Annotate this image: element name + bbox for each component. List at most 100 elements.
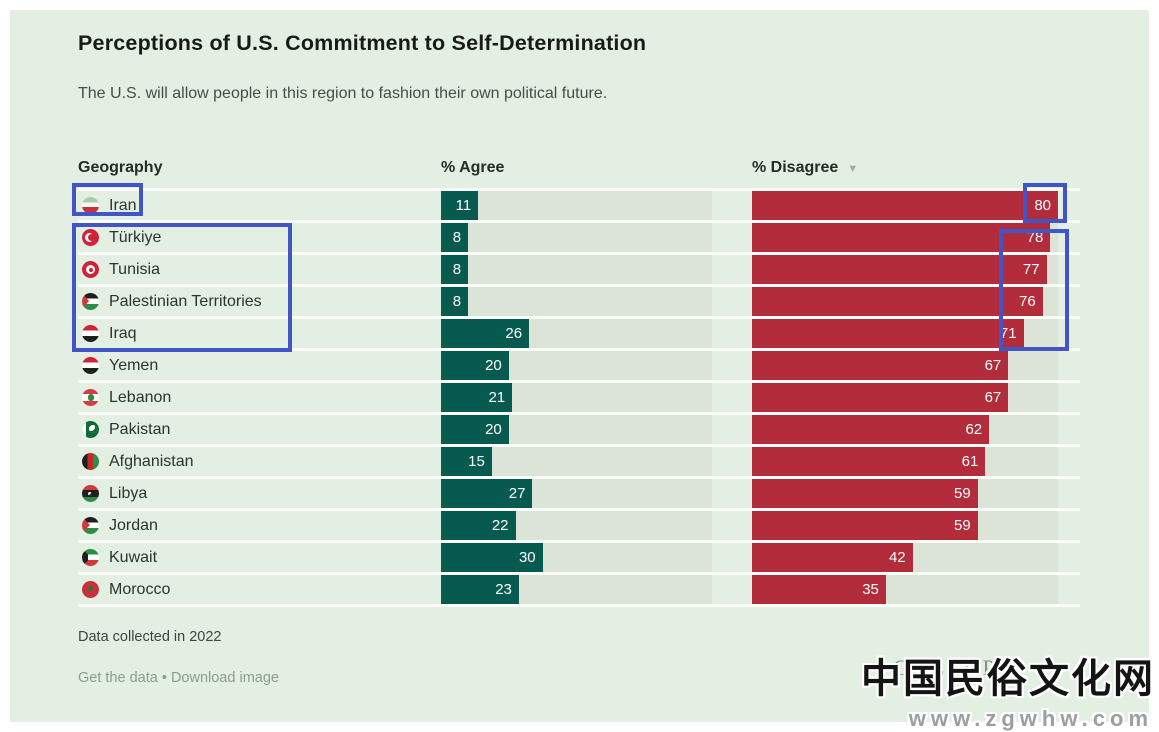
- column-header-agree[interactable]: % Agree: [441, 159, 505, 176]
- chart-card: Perceptions of U.S. Commitment to Self-D…: [10, 10, 1149, 722]
- disagree-value: 61: [961, 453, 979, 470]
- disagree-value: 62: [965, 421, 983, 438]
- agree-bar[interactable]: 22: [441, 511, 516, 540]
- chart-subtitle: The U.S. will allow people in this regio…: [78, 85, 608, 102]
- agree-bar[interactable]: 30: [441, 543, 543, 572]
- table-row: Yemen 20 67: [78, 348, 1080, 380]
- geography-cell: Iraq: [78, 319, 441, 348]
- table-header: Geography % Agree % Disagree ▼: [78, 159, 1080, 188]
- agree-bar-track: 27: [441, 479, 712, 508]
- disagree-bar[interactable]: 67: [752, 383, 1009, 412]
- country-label: Afghanistan: [109, 452, 194, 470]
- table-row: Afghanistan 15 61: [78, 444, 1080, 476]
- country-label: Yemen: [109, 356, 159, 374]
- sort-descending-icon[interactable]: ▼: [847, 163, 859, 175]
- disagree-bar[interactable]: 42: [752, 543, 913, 572]
- annotation-box-iran-disagree-value: [1023, 183, 1067, 223]
- disagree-bar-track: 76: [752, 287, 1058, 316]
- column-gap: [712, 191, 752, 220]
- table-row: Iran 11 80: [78, 188, 1080, 220]
- agree-bar-track: 30: [441, 543, 712, 572]
- agree-bar[interactable]: 15: [441, 447, 492, 476]
- watermark-site-url: www.zgwhw.com: [908, 706, 1153, 731]
- agree-bar-track: 26: [441, 319, 712, 348]
- disagree-value: 76: [1019, 293, 1036, 310]
- geography-cell: Kuwait: [78, 543, 441, 572]
- agree-value: 8: [452, 229, 462, 246]
- disagree-bar[interactable]: 67: [752, 351, 1009, 380]
- disagree-bar[interactable]: 61: [752, 447, 986, 476]
- disagree-bar-track: 67: [752, 383, 1058, 412]
- country-label: Türkiye: [109, 228, 162, 246]
- geography-cell: Palestinian Territories: [78, 287, 441, 316]
- disagree-bar-track: 59: [752, 511, 1058, 540]
- disagree-bar[interactable]: 76: [752, 287, 1043, 316]
- disagree-value: 59: [953, 485, 971, 502]
- jordan-flag-icon: [82, 517, 99, 534]
- agree-bar[interactable]: 23: [441, 575, 519, 604]
- disagree-bar-track: 61: [752, 447, 1058, 476]
- pakistan-flag-icon: [82, 421, 99, 438]
- geography-cell: Tunisia: [78, 255, 441, 284]
- agree-bar[interactable]: 8: [441, 255, 469, 284]
- column-header-geography[interactable]: Geography: [78, 159, 163, 176]
- disagree-bar[interactable]: 62: [752, 415, 990, 444]
- country-label: Tunisia: [109, 260, 160, 278]
- agree-value: 11: [455, 197, 472, 214]
- geography-cell: Iran: [78, 191, 441, 220]
- watermark: 中国民俗文化网 www.zgwhw.com: [861, 646, 1155, 732]
- table-row: Lebanon 21 67: [78, 380, 1080, 412]
- agree-bar-track: 11: [441, 191, 712, 220]
- agree-bar-track: 8: [441, 223, 712, 252]
- disagree-bar[interactable]: 77: [752, 255, 1047, 284]
- disagree-bar[interactable]: 35: [752, 575, 886, 604]
- geography-cell: Afghanistan: [78, 447, 441, 476]
- disagree-value: 67: [984, 357, 1002, 374]
- footer-links: Get the data • Download image: [78, 670, 279, 686]
- agree-bar[interactable]: 20: [441, 415, 509, 444]
- geography-cell: Lebanon: [78, 383, 441, 412]
- agree-bar-track: 22: [441, 511, 712, 540]
- disagree-bar[interactable]: 71: [752, 319, 1024, 348]
- links-bullet: •: [161, 670, 167, 686]
- disagree-bar[interactable]: 59: [752, 479, 978, 508]
- get-the-data-link[interactable]: Get the data: [78, 670, 158, 686]
- agree-bar-track: 23: [441, 575, 712, 604]
- agree-bar[interactable]: 21: [441, 383, 513, 412]
- table-row: Libya 27 59: [78, 476, 1080, 508]
- agree-bar[interactable]: 8: [441, 287, 469, 316]
- table-row: Palestinian Territories 8 76: [78, 284, 1080, 316]
- agree-bar[interactable]: 20: [441, 351, 509, 380]
- agree-bar-track: 20: [441, 415, 712, 444]
- disagree-bar[interactable]: 80: [752, 191, 1058, 220]
- table-row: Pakistan 20 62: [78, 412, 1080, 444]
- footnote: Data collected in 2022: [78, 629, 222, 645]
- column-gap: [712, 255, 752, 284]
- geography-cell: Morocco: [78, 575, 441, 604]
- agree-value: 8: [452, 261, 462, 278]
- download-image-link[interactable]: Download image: [170, 670, 279, 686]
- table-row: Tunisia 8 77: [78, 252, 1080, 284]
- column-header-disagree-label: % Disagree: [752, 159, 839, 176]
- agree-bar[interactable]: 27: [441, 479, 533, 508]
- agree-bar[interactable]: 11: [441, 191, 479, 220]
- column-header-disagree[interactable]: % Disagree ▼: [752, 159, 858, 177]
- agree-bar-track: 15: [441, 447, 712, 476]
- disagree-value: 80: [1034, 197, 1051, 214]
- iraq-flag-icon: [82, 325, 99, 342]
- geography-cell: Jordan: [78, 511, 441, 540]
- column-gap: [712, 543, 752, 572]
- agree-bar[interactable]: 26: [441, 319, 530, 348]
- country-label: Lebanon: [109, 388, 172, 406]
- agree-value: 22: [491, 517, 509, 534]
- column-gap: [712, 479, 752, 508]
- agree-bar[interactable]: 8: [441, 223, 469, 252]
- agree-value: 20: [485, 357, 502, 374]
- disagree-value: 42: [888, 549, 906, 566]
- table-row: Türkiye 8 78: [78, 220, 1080, 252]
- agree-value: 26: [505, 325, 523, 342]
- agree-value: 23: [495, 581, 512, 598]
- disagree-bar[interactable]: 59: [752, 511, 978, 540]
- chart-title: Perceptions of U.S. Commitment to Self-D…: [78, 31, 647, 55]
